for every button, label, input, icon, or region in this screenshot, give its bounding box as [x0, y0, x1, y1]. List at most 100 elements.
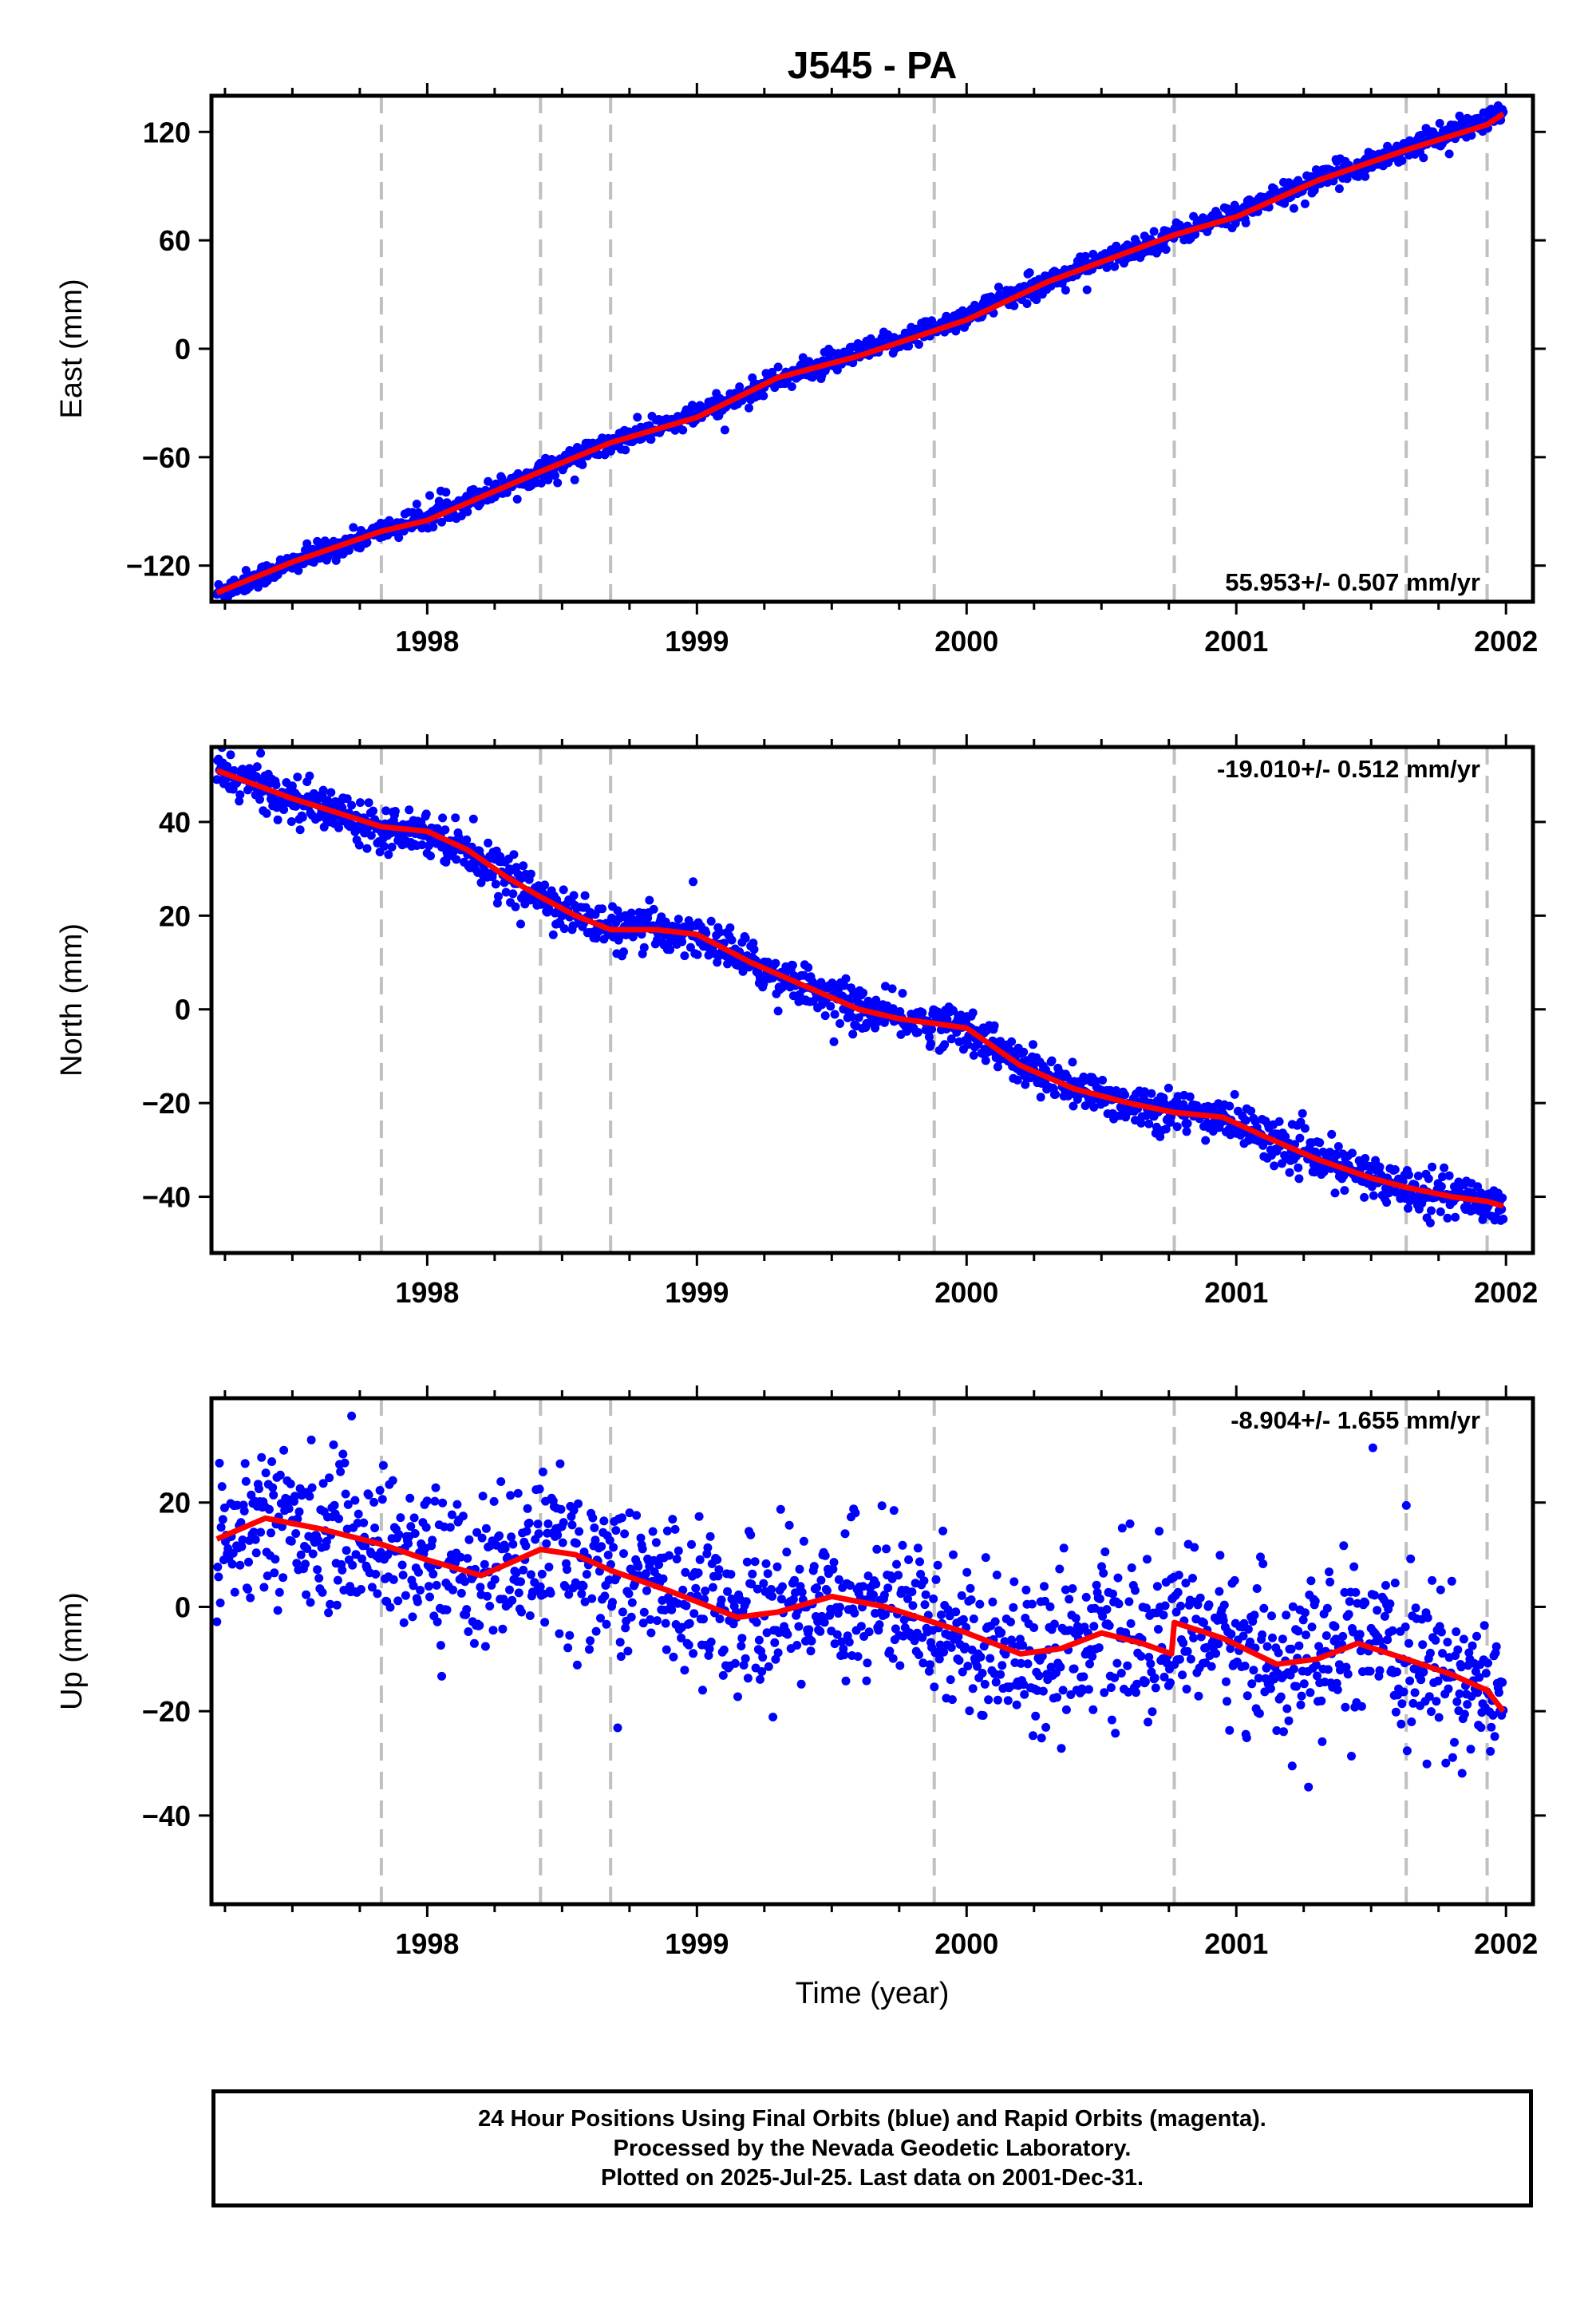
data-point [639, 1607, 649, 1617]
data-point [1106, 1683, 1116, 1693]
data-point [1160, 1601, 1170, 1611]
data-point [508, 1539, 518, 1549]
rate-label: 55.953+/- 0.507 mm/yr [1225, 568, 1480, 596]
model-fit-line [215, 1515, 1506, 1713]
data-point [782, 1547, 792, 1557]
data-point [512, 495, 522, 504]
data-point [1419, 153, 1428, 163]
data-point [588, 1513, 598, 1523]
data-point [1431, 1635, 1440, 1645]
data-point [816, 1575, 826, 1585]
data-point [1171, 1607, 1181, 1617]
data-point [481, 1524, 491, 1533]
data-point [364, 798, 373, 808]
data-point [1330, 1188, 1340, 1198]
data-point [422, 1496, 432, 1506]
data-point [388, 1476, 397, 1485]
data-point [638, 1618, 648, 1628]
data-point [795, 1564, 804, 1574]
data-point [839, 981, 849, 990]
data-point [348, 1560, 358, 1570]
data-point [425, 1592, 434, 1602]
data-point [1357, 1701, 1366, 1711]
data-point [746, 1530, 756, 1539]
data-point [468, 814, 478, 824]
data-point [863, 1658, 872, 1668]
data-point [586, 1636, 595, 1646]
data-point [1069, 1101, 1078, 1111]
data-point [680, 1666, 689, 1675]
data-point [741, 934, 750, 943]
data-point [898, 989, 907, 998]
data-point [723, 1587, 733, 1596]
data-point [975, 1599, 985, 1609]
data-point [333, 1575, 342, 1585]
data-point [1230, 1089, 1239, 1099]
data-point [1099, 1568, 1108, 1578]
data-point [1150, 1674, 1159, 1682]
data-point [1457, 1769, 1467, 1778]
data-point [555, 1459, 565, 1468]
data-point [936, 1611, 946, 1619]
data-point [484, 476, 493, 486]
data-point [322, 1536, 331, 1546]
data-point [1056, 1662, 1065, 1672]
data-point [621, 1623, 630, 1633]
data-point [988, 1597, 998, 1607]
data-point [212, 775, 222, 785]
data-point [1322, 1603, 1332, 1613]
data-point [1494, 1688, 1503, 1697]
data-point [454, 832, 464, 842]
data-point [706, 1637, 716, 1646]
data-point [239, 1506, 249, 1516]
data-point [991, 1678, 1001, 1687]
data-point [462, 835, 472, 844]
data-point [449, 847, 459, 856]
data-point [1112, 1658, 1122, 1668]
data-point [1300, 199, 1310, 208]
data-point [984, 1695, 994, 1705]
data-point [229, 766, 239, 775]
data-point [788, 961, 797, 970]
data-point [1428, 1162, 1437, 1172]
data-point [1325, 1567, 1333, 1577]
data-point [921, 1590, 930, 1599]
data-point [1473, 1182, 1483, 1192]
data-point [543, 1519, 553, 1528]
data-point [648, 1527, 658, 1536]
data-point [1089, 1622, 1099, 1631]
data-point [733, 1692, 742, 1701]
data-point [375, 1486, 385, 1495]
data-point [848, 1030, 858, 1039]
data-point [1373, 1606, 1382, 1615]
data-point [377, 1495, 387, 1504]
data-point [1141, 1603, 1151, 1613]
data-point [217, 1482, 227, 1492]
data-point [1144, 1653, 1154, 1662]
data-point [693, 1568, 703, 1578]
data-point [506, 1491, 516, 1500]
data-point [926, 1039, 935, 1049]
x-tick-label: 1999 [665, 625, 729, 658]
data-point [1149, 227, 1159, 236]
data-point [362, 844, 372, 853]
data-point [698, 1686, 707, 1695]
data-point [1059, 1543, 1069, 1553]
data-point [218, 1515, 227, 1524]
data-point [1254, 1709, 1264, 1718]
data-point [1045, 1602, 1055, 1611]
data-point [980, 1679, 990, 1689]
data-point [1448, 1753, 1457, 1762]
y-tick-label: −40 [142, 1800, 191, 1832]
data-point [325, 1473, 334, 1483]
data-point [1382, 1198, 1392, 1207]
data-point [308, 1549, 318, 1559]
data-point [761, 1559, 771, 1568]
data-point [762, 1628, 772, 1638]
data-point [445, 1523, 455, 1532]
data-point [1481, 1669, 1491, 1678]
data-point [567, 1520, 577, 1530]
data-point [1027, 1599, 1037, 1609]
